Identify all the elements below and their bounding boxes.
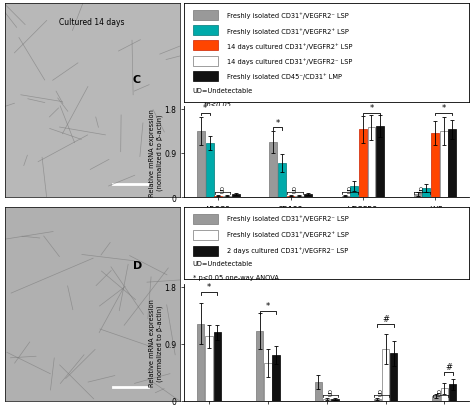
Bar bbox=[205, 337, 213, 401]
Text: D: D bbox=[133, 260, 142, 271]
Bar bbox=[197, 132, 205, 198]
Text: UD: UD bbox=[438, 387, 443, 394]
Bar bbox=[304, 194, 312, 198]
Text: Cultured 14 days: Cultured 14 days bbox=[59, 17, 125, 27]
Bar bbox=[192, 72, 219, 82]
Bar bbox=[214, 333, 221, 401]
Bar bbox=[374, 399, 381, 401]
Bar bbox=[223, 196, 231, 198]
Bar bbox=[431, 134, 439, 198]
Bar bbox=[441, 388, 448, 401]
Bar bbox=[422, 189, 430, 198]
Bar bbox=[192, 11, 219, 21]
Text: *: * bbox=[442, 104, 446, 113]
Text: # p>0.05: # p>0.05 bbox=[192, 288, 225, 294]
Text: Freshly isolated CD31⁺/VEGFR2⁻ LSP: Freshly isolated CD31⁺/VEGFR2⁻ LSP bbox=[227, 215, 349, 222]
Text: Freshly isolated CD31⁺/VEGFR2⁺ LSP: Freshly isolated CD31⁺/VEGFR2⁺ LSP bbox=[227, 28, 349, 34]
Text: *: * bbox=[266, 301, 270, 310]
Text: Freshly isolated CD31⁺/VEGFR2⁺ LSP: Freshly isolated CD31⁺/VEGFR2⁺ LSP bbox=[227, 230, 349, 237]
Bar bbox=[192, 246, 219, 256]
Bar bbox=[342, 196, 349, 198]
Text: UD: UD bbox=[379, 387, 384, 394]
Text: UD=Undetectable: UD=Undetectable bbox=[192, 260, 253, 266]
Text: 14 days cultured CD31⁺/VEGFR2⁻ LSP: 14 days cultured CD31⁺/VEGFR2⁻ LSP bbox=[227, 58, 352, 65]
Bar bbox=[256, 331, 264, 401]
Bar bbox=[206, 144, 214, 198]
Bar bbox=[192, 41, 219, 51]
Bar bbox=[214, 196, 222, 198]
Bar bbox=[295, 196, 303, 198]
Text: * p<0.05 one-way ANOVA: * p<0.05 one-way ANOVA bbox=[192, 274, 279, 280]
Text: Freshly isolated CD45⁻/CD31⁺ LMP: Freshly isolated CD45⁻/CD31⁺ LMP bbox=[227, 73, 342, 80]
Bar bbox=[448, 130, 456, 198]
Text: UD: UD bbox=[328, 387, 333, 394]
Bar bbox=[367, 128, 375, 198]
Text: *: * bbox=[207, 282, 211, 292]
Text: 14 days cultured CD31⁺/VEGFR2⁺ LSP: 14 days cultured CD31⁺/VEGFR2⁺ LSP bbox=[227, 43, 352, 50]
Text: #: # bbox=[445, 362, 452, 371]
Bar bbox=[192, 57, 219, 66]
Bar bbox=[192, 230, 219, 240]
Bar bbox=[278, 163, 286, 198]
Bar bbox=[264, 363, 272, 401]
Bar bbox=[192, 215, 219, 224]
Bar bbox=[449, 384, 456, 401]
Bar bbox=[323, 399, 330, 401]
Bar bbox=[331, 399, 338, 401]
Bar bbox=[414, 194, 421, 198]
Text: UD: UD bbox=[347, 184, 352, 192]
Bar bbox=[440, 132, 447, 198]
Bar bbox=[382, 349, 389, 401]
Bar bbox=[197, 324, 204, 401]
Text: #: # bbox=[382, 314, 389, 323]
Text: UD: UD bbox=[419, 184, 425, 192]
Bar bbox=[273, 355, 280, 401]
Bar bbox=[359, 130, 367, 198]
Bar bbox=[287, 196, 294, 198]
Bar bbox=[350, 187, 358, 198]
Y-axis label: Relative mRNA expression
(normalized to β-actin): Relative mRNA expression (normalized to … bbox=[149, 298, 163, 386]
Bar bbox=[432, 396, 440, 401]
Bar bbox=[390, 354, 398, 401]
Text: *: * bbox=[369, 104, 374, 113]
Text: 2 days cultured CD31⁺/VEGFR2⁻ LSP: 2 days cultured CD31⁺/VEGFR2⁻ LSP bbox=[227, 246, 348, 253]
Text: C: C bbox=[133, 75, 141, 85]
Text: *: * bbox=[203, 104, 208, 113]
Text: Freshly isolated CD31⁺/VEGFR2⁻ LSP: Freshly isolated CD31⁺/VEGFR2⁻ LSP bbox=[227, 13, 349, 19]
Bar bbox=[232, 195, 239, 198]
Bar bbox=[192, 26, 219, 36]
Text: *: * bbox=[275, 119, 280, 128]
Text: UD=Undetectable: UD=Undetectable bbox=[192, 88, 253, 94]
Bar bbox=[376, 127, 384, 198]
Text: UD: UD bbox=[220, 184, 225, 192]
Bar bbox=[269, 143, 277, 198]
Text: UD: UD bbox=[292, 184, 297, 192]
Bar bbox=[315, 382, 322, 401]
Y-axis label: Relative mRNA expression
(normalized to β-actin): Relative mRNA expression (normalized to … bbox=[149, 109, 163, 196]
Text: *p<0.05: *p<0.05 bbox=[204, 102, 232, 108]
